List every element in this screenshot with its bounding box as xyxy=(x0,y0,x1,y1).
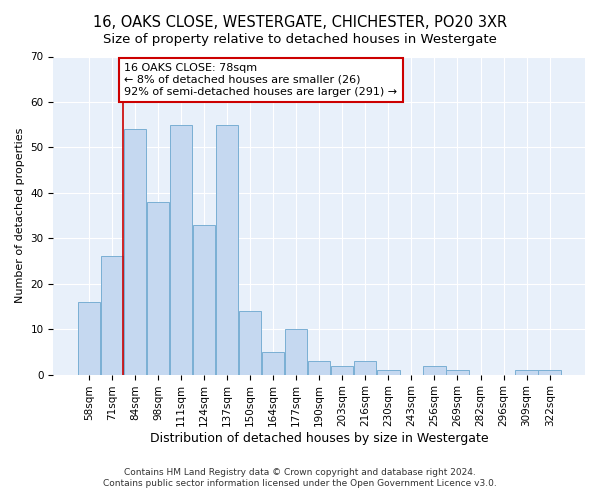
Text: 16 OAKS CLOSE: 78sqm
← 8% of detached houses are smaller (26)
92% of semi-detach: 16 OAKS CLOSE: 78sqm ← 8% of detached ho… xyxy=(124,64,398,96)
Bar xyxy=(147,202,169,374)
Bar xyxy=(216,124,238,374)
Bar xyxy=(193,224,215,374)
Bar xyxy=(515,370,538,374)
X-axis label: Distribution of detached houses by size in Westergate: Distribution of detached houses by size … xyxy=(150,432,488,445)
Bar xyxy=(170,124,192,374)
Bar xyxy=(377,370,400,374)
Bar xyxy=(308,361,331,374)
Bar xyxy=(262,352,284,374)
Text: Size of property relative to detached houses in Westergate: Size of property relative to detached ho… xyxy=(103,32,497,46)
Text: 16, OAKS CLOSE, WESTERGATE, CHICHESTER, PO20 3XR: 16, OAKS CLOSE, WESTERGATE, CHICHESTER, … xyxy=(93,15,507,30)
Bar xyxy=(446,370,469,374)
Bar xyxy=(354,361,376,374)
Bar xyxy=(77,302,100,374)
Bar xyxy=(331,366,353,374)
Bar xyxy=(285,329,307,374)
Bar xyxy=(124,129,146,374)
Bar xyxy=(538,370,561,374)
Bar xyxy=(239,311,261,374)
Text: Contains HM Land Registry data © Crown copyright and database right 2024.
Contai: Contains HM Land Registry data © Crown c… xyxy=(103,468,497,487)
Bar xyxy=(101,256,123,374)
Bar xyxy=(423,366,446,374)
Y-axis label: Number of detached properties: Number of detached properties xyxy=(15,128,25,303)
